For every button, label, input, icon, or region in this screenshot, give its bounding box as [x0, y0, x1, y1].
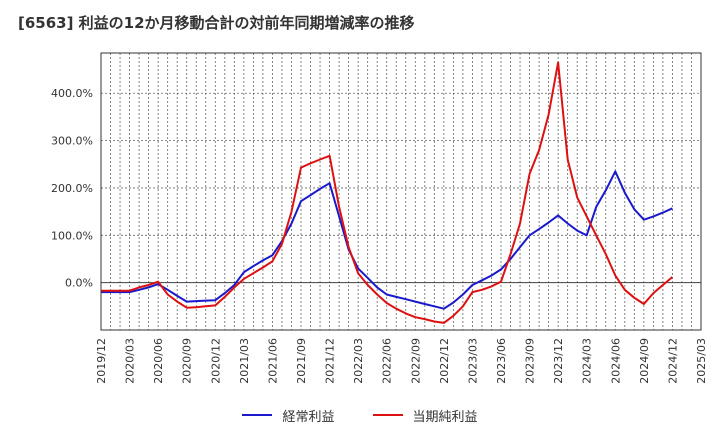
y-tick-label: 400.0%	[51, 87, 93, 100]
x-tick-label: 2024/12	[666, 338, 679, 384]
x-tick-label: 2024/09	[638, 338, 651, 384]
y-tick-label: 100.0%	[51, 229, 93, 242]
x-tick-labels: 2019/12 2020/03 2020/06 2020/09 2020/12 2021/…	[95, 338, 708, 384]
x-tick-label: 2020/09	[181, 338, 194, 384]
x-tick-label: 2022/03	[352, 338, 365, 384]
x-tick-label: 2019/12	[95, 338, 108, 384]
chart-title: [6563] 利益の12か月移動合計の対前年同期増減率の推移	[18, 14, 415, 32]
legend-item-net-profit[interactable]: 当期純利益	[372, 406, 478, 425]
x-tick-label: 2023/03	[466, 338, 479, 384]
x-tick-label: 2021/06	[266, 338, 279, 384]
x-tick-label: 2021/09	[295, 338, 308, 384]
x-tick-label: 2022/09	[409, 338, 422, 384]
y-tick-labels: 0.0% 100.0% 200.0% 300.0% 400.0%	[51, 87, 93, 289]
x-tick-label: 2024/03	[581, 338, 594, 384]
x-tick-label: 2023/09	[524, 338, 537, 384]
x-tick-label: 2023/12	[552, 338, 565, 384]
x-tick-label: 2020/12	[209, 338, 222, 384]
x-tick-label: 2024/06	[609, 338, 622, 384]
grid-lines	[100, 53, 702, 330]
x-tick-label: 2025/03	[695, 338, 708, 384]
x-tick-label: 2021/03	[238, 338, 251, 384]
legend-swatch-ordinary-profit	[242, 414, 273, 416]
plot-frame	[100, 52, 702, 331]
y-tick-label: 300.0%	[51, 135, 93, 148]
legend-item-ordinary-profit[interactable]: 経常利益	[242, 406, 335, 425]
y-tick-label: 0.0%	[65, 277, 93, 290]
series-line-ordinary-profit	[101, 170, 673, 310]
series-lines	[101, 61, 674, 324]
x-tick-label: 2021/12	[324, 338, 337, 384]
x-tick-label: 2022/06	[381, 338, 394, 384]
x-tick-label: 2023/06	[495, 338, 508, 384]
y-tick-label: 200.0%	[51, 182, 93, 195]
legend-label-net-profit: 当期純利益	[412, 409, 478, 425]
series-line-net-profit	[101, 61, 674, 324]
x-tick-label: 2020/06	[152, 338, 165, 384]
legend: 経常利益 当期純利益	[0, 404, 720, 426]
x-tick-label: 2022/12	[438, 338, 451, 384]
x-tick-label: 2020/03	[124, 338, 137, 384]
legend-label-ordinary-profit: 経常利益	[282, 409, 335, 425]
legend-swatch-net-profit	[372, 414, 403, 416]
